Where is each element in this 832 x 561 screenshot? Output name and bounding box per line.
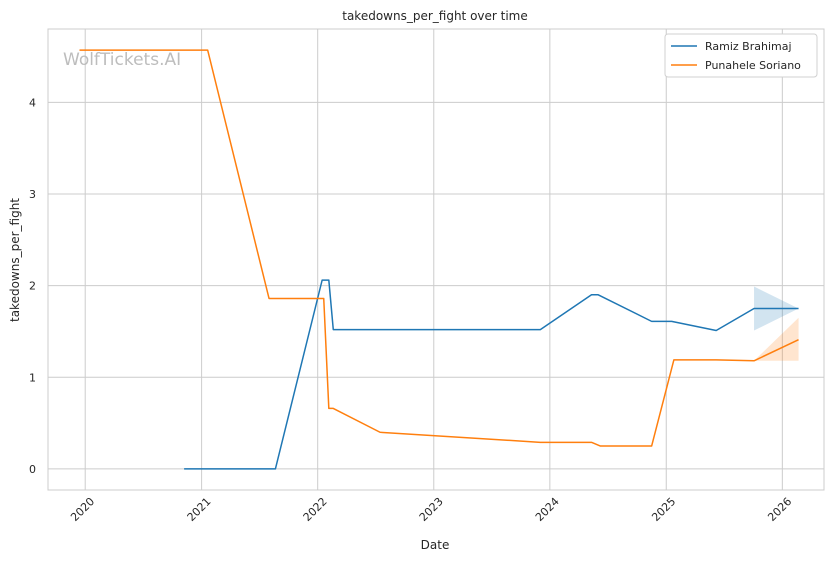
y-tick-label-2: 2 — [29, 280, 36, 293]
watermark-text: WolfTickets.AI — [63, 50, 181, 70]
y-tick-label-4: 4 — [29, 96, 36, 109]
series-lines — [79, 49, 799, 470]
confidence-band-punahele-soriano — [754, 317, 799, 361]
chart-title: takedowns_per_fight over time — [342, 9, 528, 23]
y-tick-label-3: 3 — [29, 188, 36, 201]
plot-area-frame — [47, 28, 825, 491]
legend-label-punahele-soriano: Punahele Soriano — [705, 59, 801, 72]
series-line-ramiz-brahimaj — [184, 279, 799, 470]
series-line-punahele-soriano — [79, 49, 799, 447]
legend: Ramiz Brahimaj Punahele Soriano — [664, 33, 818, 78]
legend-box — [664, 33, 818, 78]
x-axis-title: Date — [421, 538, 450, 552]
y-axis-title: takedowns_per_fight — [8, 198, 22, 322]
grid-lines — [48, 29, 824, 490]
legend-label-ramiz-brahimaj: Ramiz Brahimaj — [705, 40, 792, 53]
y-tick-label-1: 1 — [29, 371, 36, 384]
y-tick-label-0: 0 — [29, 463, 36, 476]
